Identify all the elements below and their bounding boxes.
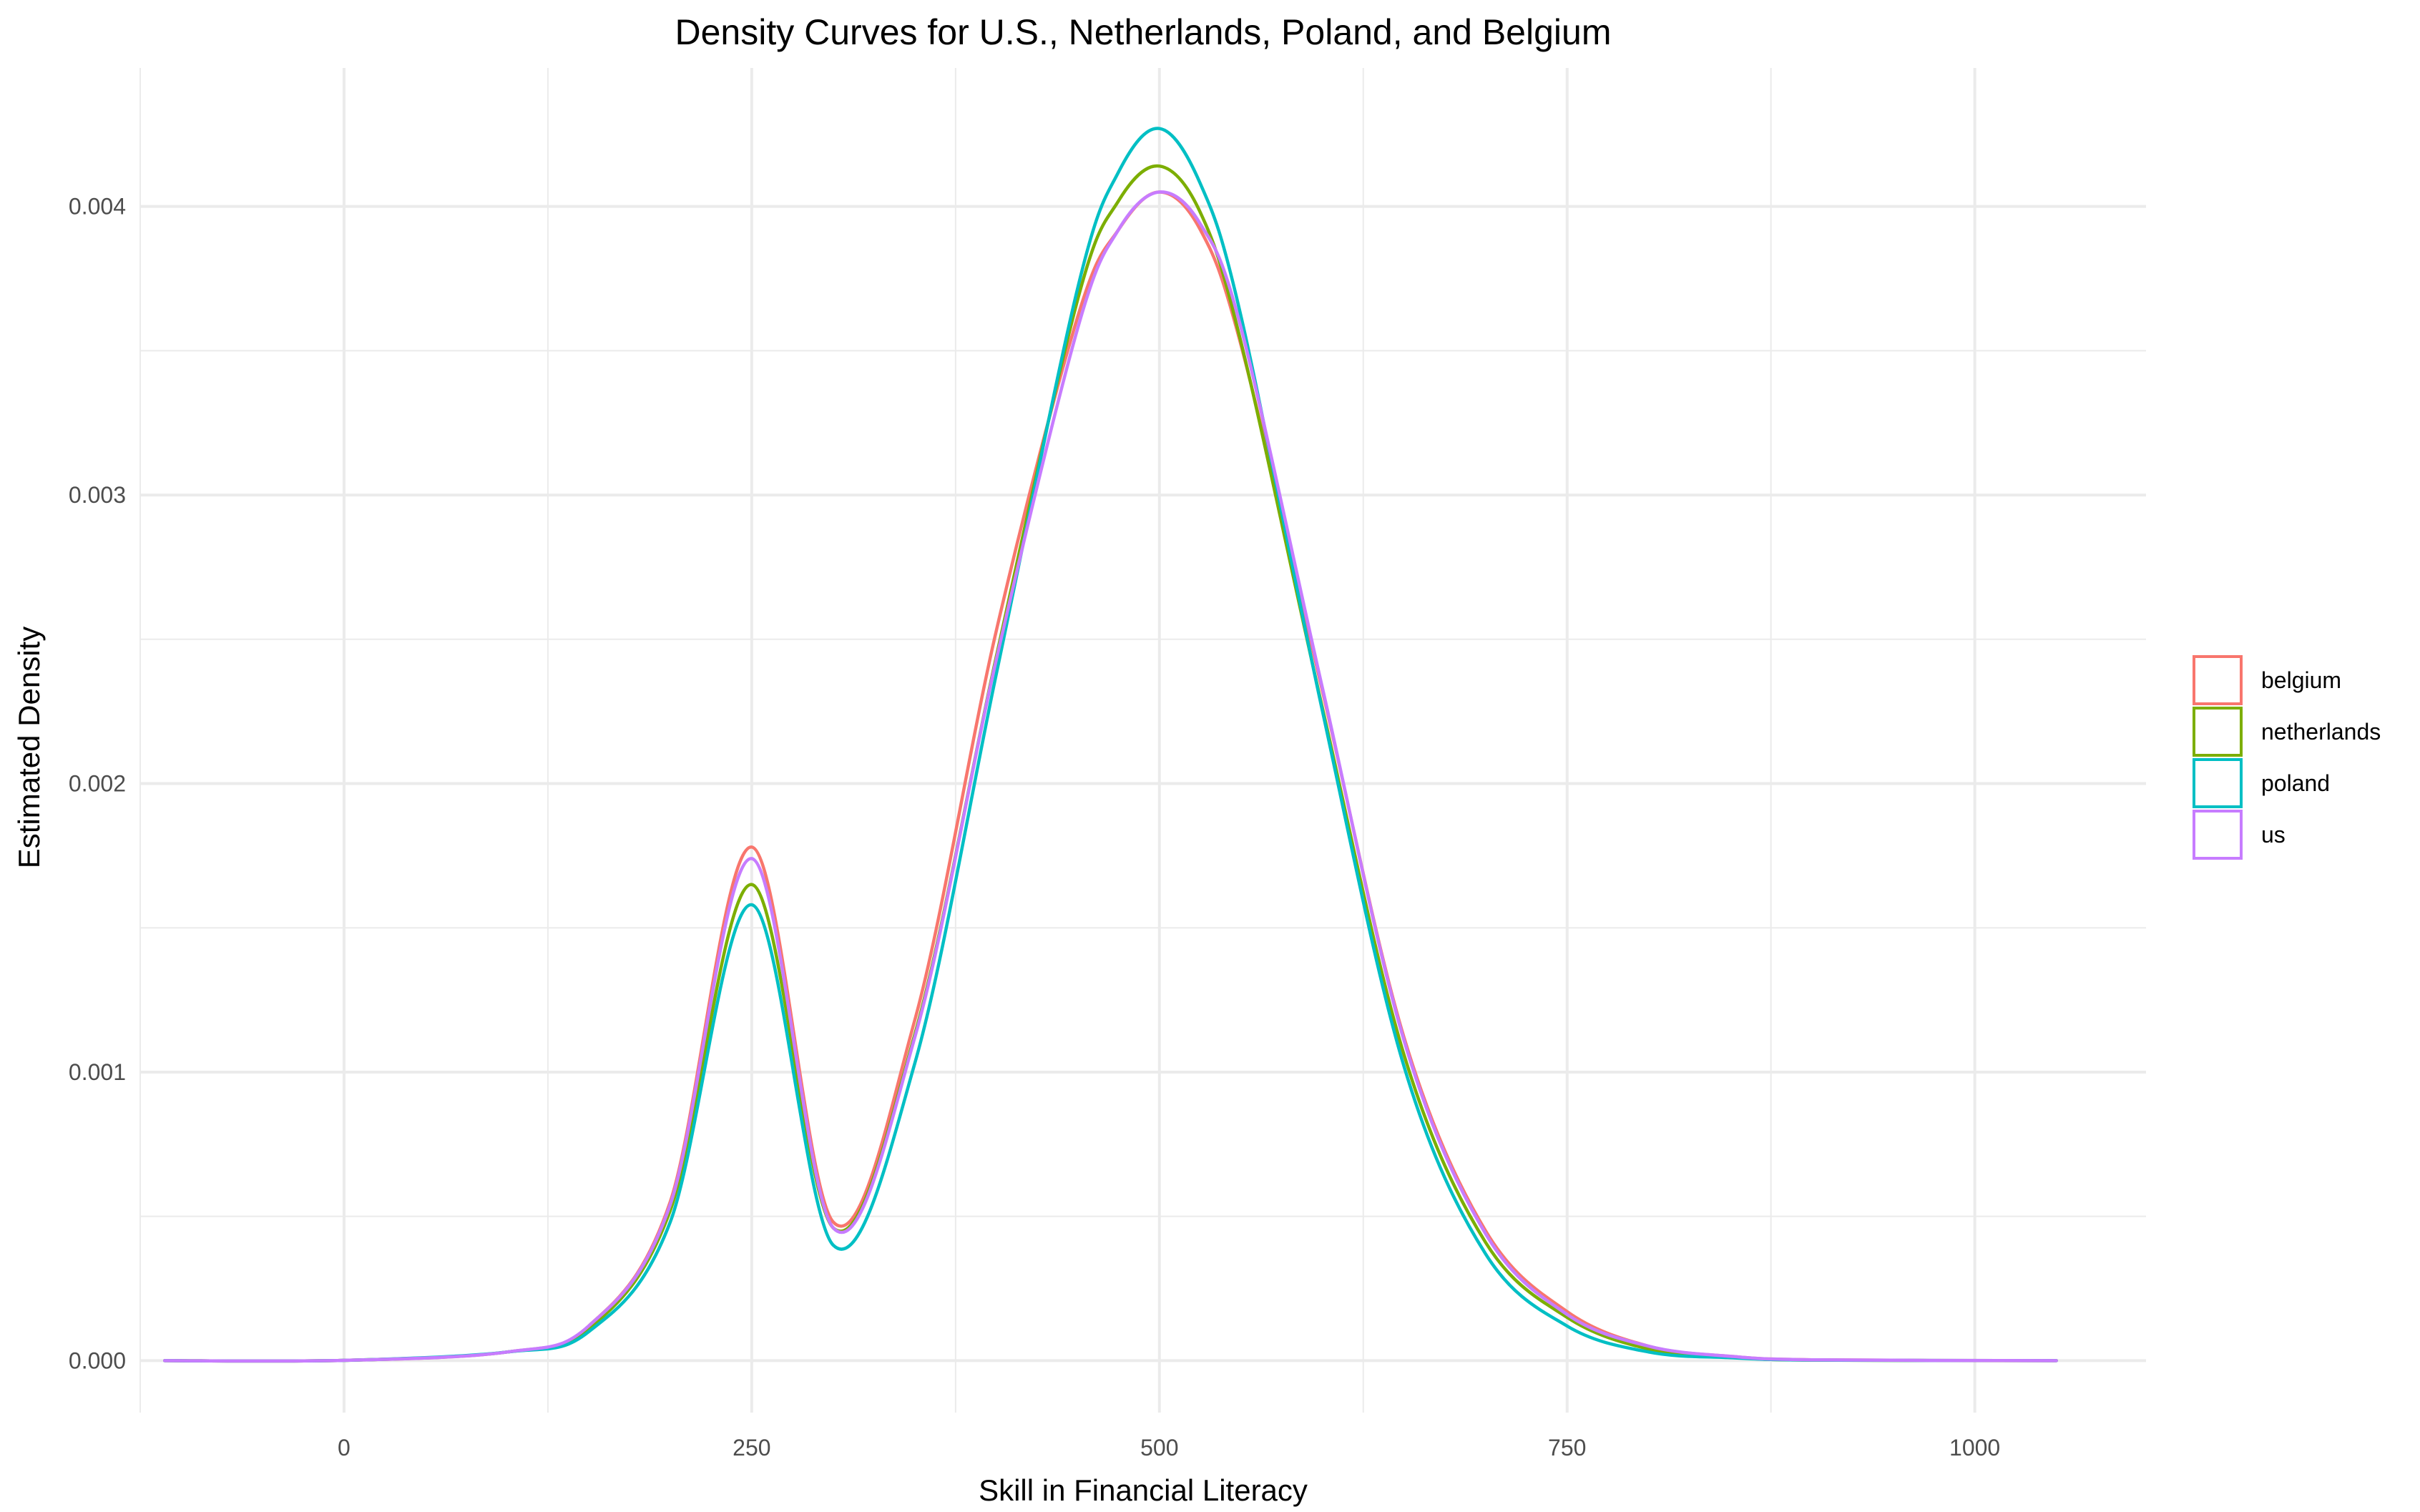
y-tick-label: 0.001 (69, 1059, 126, 1085)
chart-title: Density Curves for U.S., Netherlands, Po… (675, 12, 1612, 52)
legend-item-belgium: belgium (2193, 655, 2341, 705)
legend-label-netherlands: netherlands (2261, 719, 2381, 745)
legend-item-poland: poland (2193, 758, 2330, 808)
y-tick-label: 0.002 (69, 771, 126, 797)
legend-label-us: us (2261, 822, 2286, 848)
x-tick-label: 1000 (1949, 1435, 2000, 1461)
y-axis-ticks: 0.000 0.001 0.002 0.003 0.004 (69, 194, 126, 1374)
x-axis-title: Skill in Financial Literacy (979, 1473, 1308, 1507)
y-tick-label: 0.004 (69, 194, 126, 220)
x-axis-ticks: 0 250 500 750 1000 (338, 1435, 2000, 1461)
legend-label-poland: poland (2261, 770, 2330, 796)
legend-key-netherlands (2193, 707, 2243, 757)
x-tick-label: 750 (1548, 1435, 1586, 1461)
legend-label-belgium: belgium (2261, 667, 2341, 693)
y-tick-label: 0.003 (69, 482, 126, 508)
x-tick-label: 500 (1140, 1435, 1178, 1461)
y-axis-title: Estimated Density (12, 627, 46, 868)
y-tick-label: 0.000 (69, 1347, 126, 1373)
x-tick-label: 250 (733, 1435, 770, 1461)
x-tick-label: 0 (338, 1435, 351, 1461)
series-line-poland (162, 127, 2058, 1363)
legend-item-netherlands: netherlands (2193, 707, 2381, 757)
legend-key-poland (2193, 758, 2243, 808)
legend-item-us: us (2193, 810, 2286, 860)
series-line-netherlands (162, 164, 2058, 1363)
series-line-us (162, 190, 2058, 1363)
legend-key-belgium (2193, 655, 2243, 705)
series-layer (162, 127, 2058, 1363)
legend: belgium netherlands poland us (2193, 655, 2381, 860)
major-gridlines (140, 68, 2146, 1413)
legend-key-us (2193, 810, 2243, 860)
minor-gridlines (139, 68, 2146, 1413)
